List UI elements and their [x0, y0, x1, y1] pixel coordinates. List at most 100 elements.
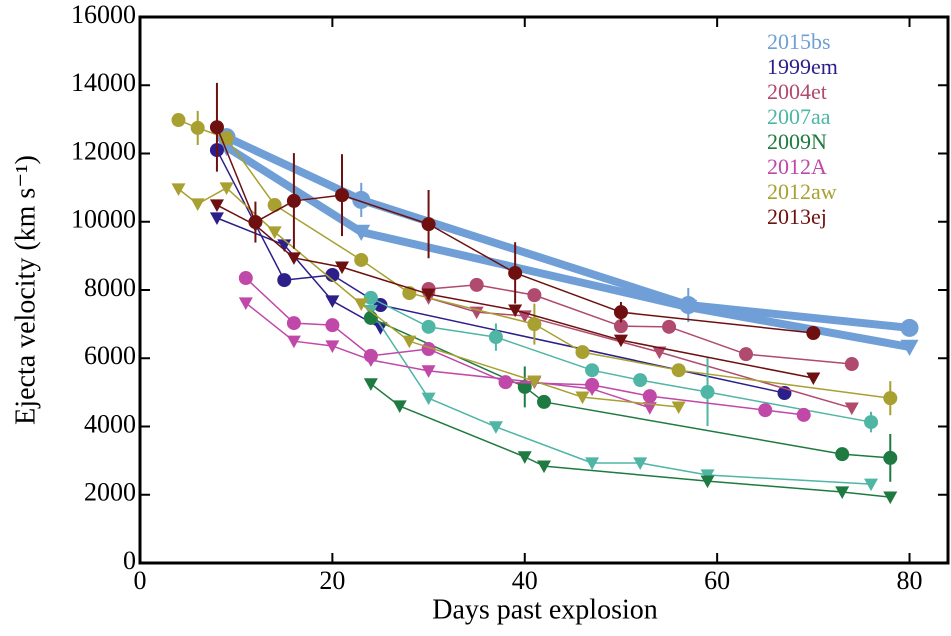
data-point	[652, 346, 667, 360]
data-point	[508, 304, 523, 318]
data-point	[325, 318, 340, 333]
data-point	[219, 182, 234, 195]
legend-label: 2004et	[767, 79, 827, 104]
data-point	[883, 391, 898, 406]
data-point	[527, 375, 542, 389]
plot-frame	[138, 15, 950, 565]
data-point	[700, 475, 715, 489]
data-point	[286, 193, 301, 208]
data-point	[864, 478, 879, 492]
x-axis-label: Days past explosion	[432, 594, 658, 625]
y-tick-label: 2000	[84, 478, 136, 507]
data-point	[286, 335, 301, 349]
data-point	[335, 188, 349, 203]
data-point	[469, 306, 484, 320]
legend-label: 2012A	[767, 154, 827, 179]
data-point	[267, 198, 282, 213]
data-point	[864, 415, 879, 430]
data-point	[835, 447, 850, 462]
data-point	[363, 290, 378, 305]
data-point	[373, 322, 388, 335]
data-point	[363, 354, 378, 367]
y-axis-label: Ejecta velocity (km s⁻¹)	[10, 155, 41, 425]
data-point	[900, 339, 919, 356]
data-point	[527, 288, 542, 303]
x-tick-label: 40	[512, 566, 538, 595]
series-line	[178, 119, 891, 399]
data-point	[421, 319, 436, 334]
data-point	[354, 298, 369, 311]
plot-area	[171, 82, 919, 505]
data-point	[806, 325, 821, 340]
data-point	[633, 457, 648, 471]
data-point	[421, 392, 436, 406]
data-point	[613, 334, 628, 348]
data-point	[352, 224, 371, 241]
legend-label: 2015bs	[767, 29, 831, 54]
data-point	[517, 451, 532, 464]
data-point	[238, 271, 253, 286]
data-point	[633, 373, 648, 388]
y-tick-label: 16000	[71, 0, 136, 29]
data-point	[575, 391, 590, 405]
x-tick-label: 0	[134, 566, 147, 595]
data-point	[363, 310, 378, 325]
data-point	[796, 407, 811, 422]
data-point	[325, 267, 340, 282]
data-point	[498, 375, 513, 390]
data-point	[267, 226, 282, 239]
legend-label: 2012aw	[767, 179, 837, 204]
data-point	[585, 363, 600, 378]
data-point	[325, 340, 340, 353]
series-line	[216, 149, 785, 394]
data-point	[352, 190, 371, 209]
data-point	[537, 460, 551, 474]
data-point	[488, 330, 503, 345]
data-point	[421, 288, 436, 302]
data-point	[421, 217, 436, 232]
y-tick-label: 4000	[84, 409, 136, 438]
data-point	[527, 317, 542, 332]
data-point	[238, 297, 253, 310]
data-point	[679, 299, 698, 317]
data-point	[190, 120, 205, 135]
x-tick-label: 80	[897, 566, 923, 595]
series-line	[216, 126, 814, 334]
data-point	[585, 383, 600, 396]
data-point	[354, 252, 369, 267]
data-point	[835, 486, 850, 500]
legend-label: 1999em	[767, 54, 838, 79]
data-point	[585, 457, 600, 471]
data-point	[171, 183, 186, 196]
legend-label: 2009N	[767, 129, 827, 154]
legend-label: 2013ej	[767, 204, 827, 229]
data-point	[700, 385, 715, 400]
data-point	[883, 491, 898, 505]
data-point	[488, 421, 503, 434]
data-point	[209, 212, 224, 225]
y-tick-label: 12000	[71, 136, 136, 165]
legend-label: 2007aa	[767, 104, 831, 129]
data-point	[642, 389, 657, 404]
data-point	[335, 261, 349, 275]
data-point	[613, 319, 628, 334]
data-point	[883, 450, 898, 465]
data-point	[844, 357, 859, 372]
data-point	[613, 305, 628, 320]
data-point	[469, 277, 484, 292]
data-point	[325, 295, 340, 308]
data-point	[642, 402, 657, 415]
data-point	[575, 345, 590, 360]
y-tick-label: 8000	[84, 273, 136, 302]
series-line	[216, 217, 381, 329]
y-tick-label: 6000	[84, 341, 136, 370]
series-line	[216, 204, 814, 379]
data-point	[671, 363, 686, 378]
data-point	[286, 252, 301, 265]
x-tick-label: 20	[319, 566, 345, 595]
data-point	[402, 335, 417, 349]
data-point	[739, 347, 753, 362]
data-point	[508, 265, 523, 280]
data-point	[662, 319, 677, 334]
data-point	[806, 372, 821, 386]
